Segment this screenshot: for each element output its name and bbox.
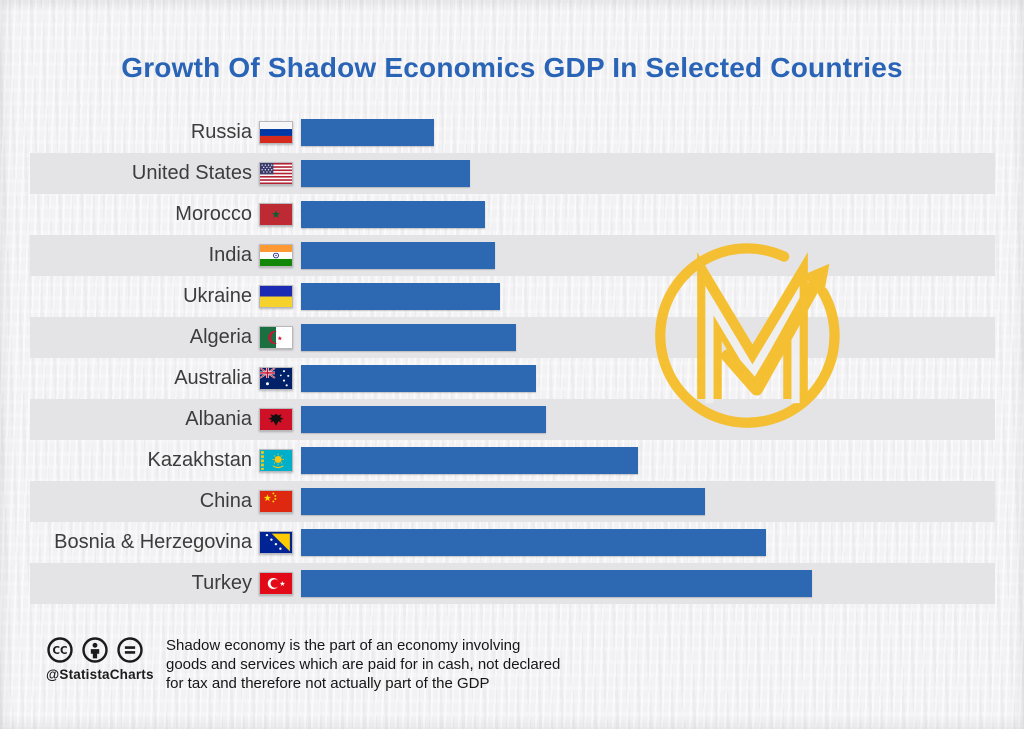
bar-row-united-states: United States (30, 153, 995, 194)
bar-india (301, 242, 496, 269)
footer: CC @StatistaCharts Shadow economy is the… (46, 636, 606, 693)
bar-kazakhstan (301, 447, 639, 474)
country-label: China (199, 490, 252, 512)
flag-morocco-icon (259, 203, 293, 226)
flag-albania-icon (259, 408, 293, 431)
bar-row-turkey: Turkey (30, 563, 995, 604)
bar-row-australia: Australia (30, 358, 995, 399)
bar-russia (301, 119, 434, 146)
country-label: Australia (174, 367, 252, 389)
bar-australia (301, 365, 537, 392)
country-label: Algeria (189, 326, 252, 348)
country-label: Morocco (175, 203, 252, 225)
country-label: Ukraine (183, 285, 252, 307)
country-label: Kazakhstan (147, 449, 252, 471)
bar-row-india: India (30, 235, 995, 276)
cc-icon: CC (47, 637, 73, 663)
bar-row-kazakhstan: Kazakhstan (30, 440, 995, 481)
bar-morocco (301, 201, 485, 228)
license-block: CC @StatistaCharts (46, 636, 158, 693)
flag-united-states-icon (259, 162, 293, 185)
bar-algeria (301, 324, 516, 351)
bar-row-russia: Russia (30, 112, 995, 153)
bar-row-morocco: Morocco (30, 194, 995, 235)
country-label: Russia (190, 121, 252, 143)
bar-albania (301, 406, 547, 433)
no-derivatives-equals-icon (117, 637, 143, 663)
svg-text:CC: CC (52, 645, 67, 657)
country-label: Turkey (191, 572, 252, 594)
m-growth-arrow-logo (655, 243, 840, 428)
flag-turkey-icon (259, 572, 293, 595)
flag-russia-icon (259, 121, 293, 144)
flag-china-icon (259, 490, 293, 513)
footnote-line: goods and services which are paid for in… (166, 656, 561, 673)
statista-charts-handle: @StatistaCharts (46, 667, 154, 682)
bar-row-bosnia-herzegovina: Bosnia & Herzegovina (30, 522, 995, 563)
country-label: India (208, 244, 252, 266)
flag-australia-icon (259, 367, 293, 390)
footnote-line: Shadow economy is the part of an economy… (166, 637, 521, 654)
footnote-line: for tax and therefore not actually part … (166, 675, 490, 692)
bar-china (301, 488, 705, 515)
bar-united-states (301, 160, 470, 187)
bar-row-ukraine: Ukraine (30, 276, 995, 317)
flag-kazakhstan-icon (259, 449, 293, 472)
chart-title: Growth Of Shadow Economics GDP In Select… (121, 52, 903, 83)
country-label: United States (131, 162, 252, 184)
bar-turkey (301, 570, 812, 597)
flag-algeria-icon (259, 326, 293, 349)
footnote: Shadow economy is the part of an economy… (166, 636, 606, 693)
flag-india-icon (259, 244, 293, 267)
bar-ukraine (301, 283, 501, 310)
country-label: Bosnia & Herzegovina (54, 531, 252, 553)
flag-bosnia-herzegovina-icon (259, 531, 293, 554)
attribution-person-icon (82, 637, 108, 663)
bar-row-albania: Albania (30, 399, 995, 440)
bar-bosnia-herzegovina (301, 529, 766, 556)
flag-ukraine-icon (259, 285, 293, 308)
bar-row-china: China (30, 481, 995, 522)
country-label: Albania (185, 408, 252, 430)
